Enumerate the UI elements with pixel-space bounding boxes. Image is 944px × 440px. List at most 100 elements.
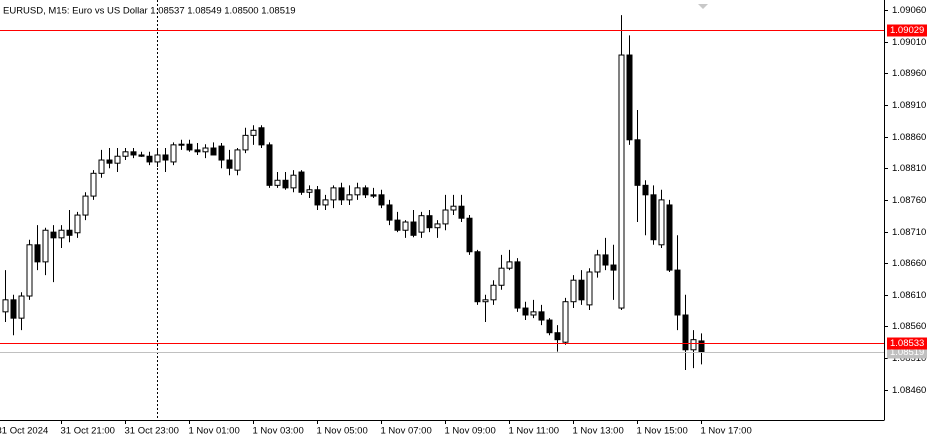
candle-body [386, 204, 393, 221]
candle-body [474, 251, 481, 303]
level-label-bg [887, 24, 927, 37]
candle-body [370, 194, 377, 197]
candle-body [98, 159, 105, 174]
candle-body [522, 307, 529, 316]
candle-body [594, 254, 601, 273]
candle-body [434, 223, 441, 229]
candle-body [138, 154, 145, 157]
chart-title: EURUSD, M15: Euro vs US Dollar 1.08537 1… [3, 6, 296, 17]
candle-body [282, 179, 289, 189]
candle-body [82, 195, 89, 216]
candle-body [322, 199, 329, 206]
candle-body [170, 144, 177, 163]
candle-body [234, 149, 241, 171]
y-tick-label: 1.08810 [892, 163, 926, 174]
candle-body [26, 244, 33, 297]
candle-body [354, 187, 361, 196]
level-label-bg [887, 337, 927, 350]
candle-body [50, 231, 57, 239]
candle-body [658, 199, 665, 246]
candle-body [490, 284, 497, 301]
candle-body [626, 54, 633, 141]
x-tick-label: 1 Nov 15:00 [637, 426, 688, 437]
y-tick-label: 1.08610 [892, 290, 926, 301]
candle-body [218, 145, 225, 161]
x-tick-label: 1 Nov 01:00 [189, 426, 240, 437]
candle-body [202, 147, 209, 153]
candle-body [226, 159, 233, 169]
x-tick-label: 1 Nov 03:00 [253, 426, 304, 437]
candle-body [514, 261, 521, 309]
candle-body [306, 189, 313, 193]
candle-body [538, 311, 545, 321]
candle-body [258, 127, 265, 146]
level-label: 1.08533 [890, 338, 924, 349]
candle-body [114, 155, 121, 164]
y-tick-label: 1.08960 [892, 68, 926, 79]
candle-body [146, 155, 153, 163]
x-tick-label: 31 Oct 21:00 [61, 426, 115, 437]
y-tick-label: 1.08760 [892, 195, 926, 206]
x-tick-label: 1 Nov 09:00 [445, 426, 496, 437]
candle-body [90, 172, 97, 197]
candle-body [210, 147, 217, 156]
y-tick-label: 1.09060 [892, 5, 926, 16]
candle-body [378, 194, 385, 206]
candle-body [362, 187, 369, 196]
candle-body [466, 217, 473, 253]
candle-body [498, 267, 505, 286]
candle-body [450, 205, 457, 211]
candle-body [610, 264, 617, 271]
candle-body [178, 143, 185, 146]
level-label: 1.09029 [890, 25, 924, 36]
y-tick-label: 1.08510 [892, 353, 926, 364]
candle-body [130, 151, 137, 156]
candle-body [402, 221, 409, 231]
candle-body [106, 159, 113, 164]
y-tick-label: 1.08460 [892, 385, 926, 396]
candle-body [162, 154, 169, 161]
x-tick-label: 1 Nov 17:00 [701, 426, 752, 437]
candle-body [634, 139, 641, 186]
candle-body [410, 221, 417, 236]
candle-body [674, 269, 681, 316]
x-tick-label: 1 Nov 05:00 [317, 426, 368, 437]
candle-body [458, 205, 465, 219]
candle-body [682, 314, 689, 351]
x-tick-label: 31 Oct 23:00 [125, 426, 179, 437]
candle-body [122, 151, 129, 157]
candle-body [586, 271, 593, 306]
bid-label: 1.08519 [890, 347, 924, 358]
candle-body [530, 311, 537, 316]
candle-body [2, 299, 9, 313]
y-tick-label: 1.08660 [892, 258, 926, 269]
candle-body [290, 174, 297, 189]
candle-body [10, 299, 17, 319]
candle-body [642, 184, 649, 196]
candle-body [418, 215, 425, 233]
y-tick-label: 1.08710 [892, 227, 926, 238]
candle-body [242, 134, 249, 151]
candle-body [338, 187, 345, 201]
y-tick-label: 1.08860 [892, 132, 926, 143]
candle-body [186, 143, 193, 151]
candle-body [698, 340, 705, 353]
shift-marker [698, 4, 708, 9]
candle-body [546, 319, 553, 334]
candle-body [578, 279, 585, 301]
candle-body [194, 149, 201, 153]
candle-body [266, 144, 273, 186]
candle-body [506, 261, 513, 269]
x-tick-label: 1 Nov 13:00 [573, 426, 624, 437]
candle-body [554, 332, 561, 341]
candle-body [58, 229, 65, 239]
candle-body [346, 194, 353, 201]
candle-body [34, 244, 41, 263]
y-tick-label: 1.08560 [892, 321, 926, 332]
candle-body [250, 129, 257, 136]
x-tick-label: 1 Nov 07:00 [381, 426, 432, 437]
candle-body [426, 215, 433, 229]
y-tick-label: 1.08910 [892, 100, 926, 111]
candle-body [666, 204, 673, 271]
candle-body [42, 229, 49, 263]
